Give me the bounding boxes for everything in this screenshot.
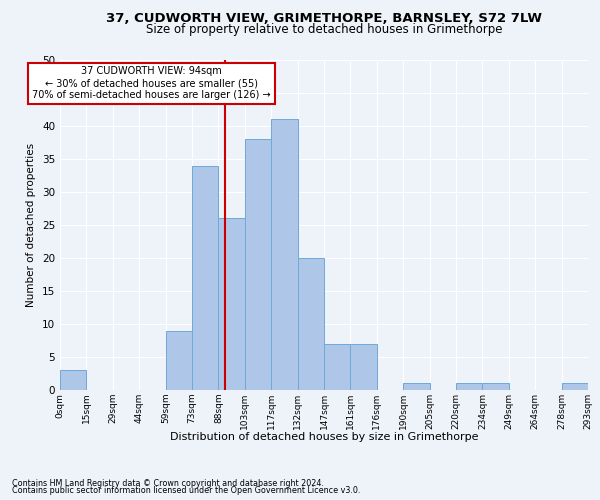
Y-axis label: Number of detached properties: Number of detached properties (26, 143, 37, 307)
Bar (350, 344, 377, 390)
Text: Contains public sector information licensed under the Open Government Licence v3: Contains public sector information licen… (12, 486, 361, 495)
Bar (60, 370, 86, 390)
Bar (166, 330, 192, 390)
Text: 37, CUDWORTH VIEW, GRIMETHORPE, BARNSLEY, S72 7LW: 37, CUDWORTH VIEW, GRIMETHORPE, BARNSLEY… (106, 12, 542, 26)
Bar (562, 384, 588, 390)
Bar (271, 120, 298, 390)
Text: Contains HM Land Registry data © Crown copyright and database right 2024.: Contains HM Land Registry data © Crown c… (12, 478, 324, 488)
Bar (218, 218, 245, 390)
Bar (456, 384, 482, 390)
X-axis label: Distribution of detached houses by size in Grimethorpe: Distribution of detached houses by size … (170, 432, 478, 442)
Bar (192, 166, 218, 390)
Text: Size of property relative to detached houses in Grimethorpe: Size of property relative to detached ho… (146, 22, 502, 36)
Bar (298, 258, 324, 390)
Bar (482, 384, 509, 390)
Bar (324, 344, 350, 390)
Text: 37 CUDWORTH VIEW: 94sqm
← 30% of detached houses are smaller (55)
70% of semi-de: 37 CUDWORTH VIEW: 94sqm ← 30% of detache… (32, 66, 271, 100)
Bar (245, 139, 271, 390)
Bar (403, 384, 430, 390)
